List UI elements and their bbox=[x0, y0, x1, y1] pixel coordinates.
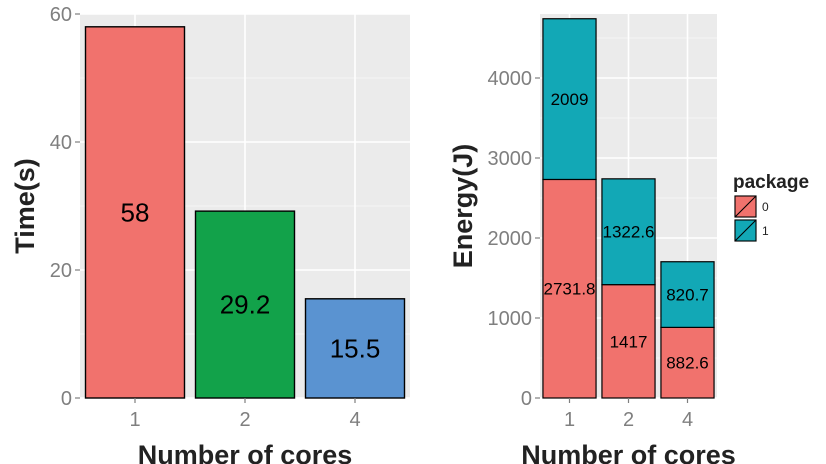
bar-segment-0-1 bbox=[542, 178, 597, 399]
legend: package 0 1 bbox=[733, 172, 809, 242]
x-axis-label: Number of cores bbox=[138, 440, 353, 464]
y-tick-label: 3000 bbox=[488, 148, 533, 170]
bar-value-label: 1322.6 bbox=[603, 223, 655, 242]
y-tick-label: 20 bbox=[50, 260, 72, 282]
bar-value-label: 29.2 bbox=[220, 290, 271, 320]
energy-chart: 0 1000 2000 3000 4000 2731.8 2009 1 1417 1322.6 2 8… bbox=[448, 14, 736, 464]
legend-title: package bbox=[733, 172, 809, 193]
bar-4 bbox=[304, 298, 406, 399]
bar-segment-1-1 bbox=[542, 18, 597, 181]
y-tick-label: 0 bbox=[521, 388, 532, 410]
bar-segment-1-2 bbox=[601, 178, 656, 286]
bar-value-label: 15.5 bbox=[330, 333, 381, 363]
x-tick-label: 4 bbox=[349, 409, 360, 431]
y-tick-label: 60 bbox=[50, 4, 72, 26]
bar-value-label: 58 bbox=[121, 197, 150, 227]
y-tick-label: 4000 bbox=[488, 68, 533, 90]
y-tick-label: 2000 bbox=[488, 228, 533, 250]
y-tick-label: 40 bbox=[50, 132, 72, 154]
bar-value-label: 2009 bbox=[551, 90, 589, 109]
bar-segment-0-2 bbox=[601, 284, 656, 399]
bar-1 bbox=[84, 26, 186, 399]
bar-value-label: 882.6 bbox=[666, 354, 709, 373]
bar-segment-1-4 bbox=[660, 261, 715, 328]
bar-2 bbox=[194, 210, 296, 399]
x-tick-label: 1 bbox=[564, 409, 575, 431]
legend-label: 0 bbox=[762, 200, 769, 214]
x-tick-label: 4 bbox=[682, 409, 693, 431]
bar-segment-0-4 bbox=[660, 326, 715, 399]
x-tick-label: 2 bbox=[239, 409, 250, 431]
x-tick-label: 2 bbox=[623, 409, 634, 431]
bar-value-label: 2731.8 bbox=[544, 280, 596, 299]
x-tick-label: 1 bbox=[129, 409, 140, 431]
legend-slash-mark bbox=[734, 219, 757, 242]
y-tick-label: 1000 bbox=[488, 308, 533, 330]
legend-label: 1 bbox=[762, 224, 769, 238]
time-chart: 0 20 40 60 58 1 29.2 2 15.5 4 Number of cores Time(… bbox=[10, 4, 410, 464]
legend-slash-mark bbox=[734, 195, 757, 218]
bar-value-label: 1417 bbox=[610, 332, 648, 351]
bar-value-label: 820.7 bbox=[666, 286, 709, 305]
y-axis-label: Energy(J) bbox=[448, 144, 478, 269]
y-axis-label: Time(s) bbox=[10, 158, 40, 254]
x-axis-label: Number of cores bbox=[521, 440, 736, 464]
y-tick-label: 0 bbox=[61, 388, 72, 410]
